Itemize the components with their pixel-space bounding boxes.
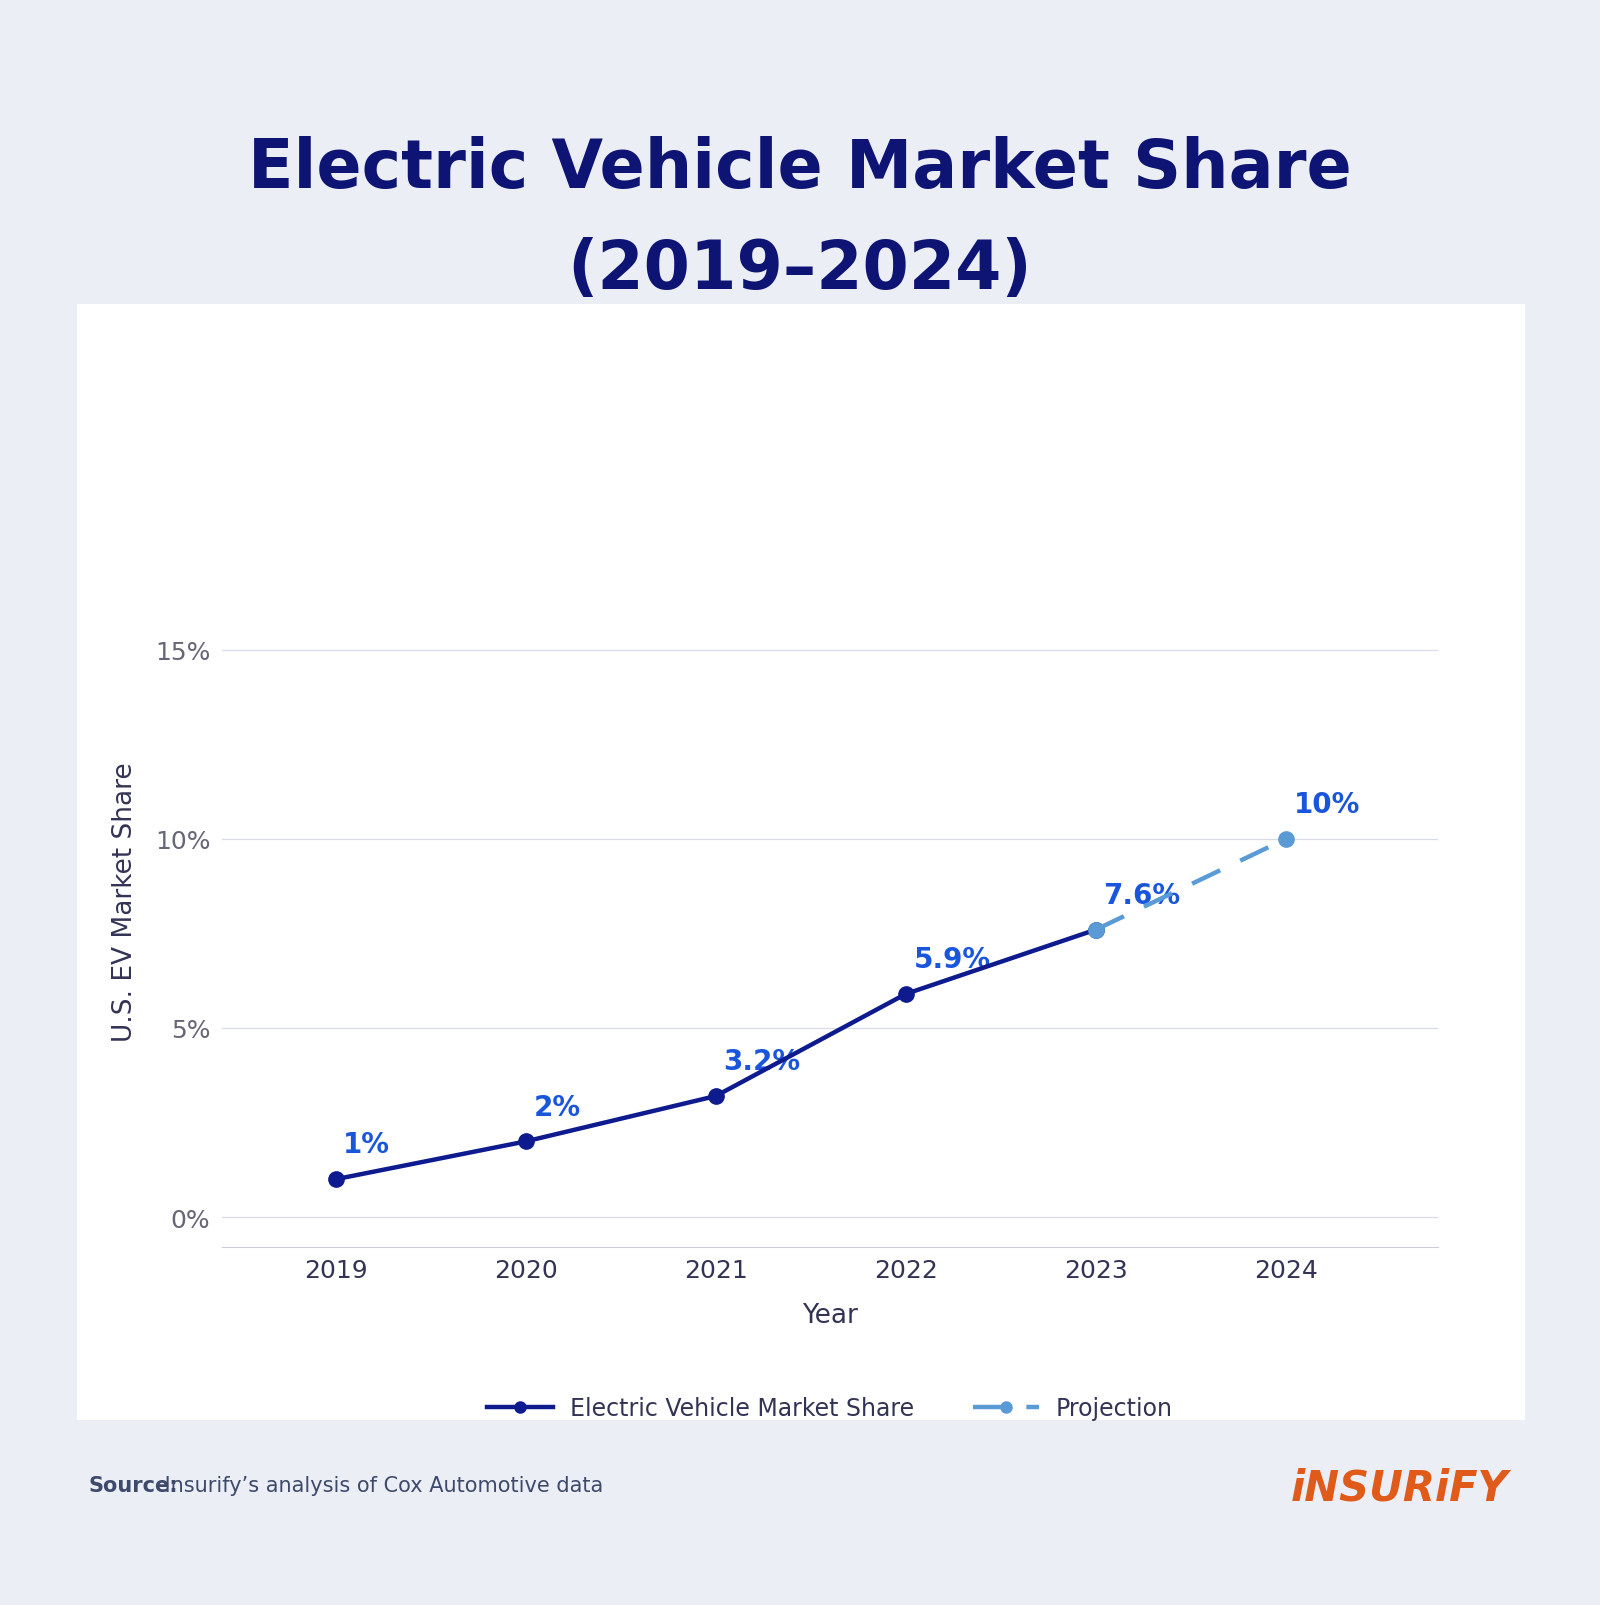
Text: 5.9%: 5.9% (914, 945, 990, 974)
Text: Source:: Source: (88, 1475, 178, 1494)
Text: (2019–2024): (2019–2024) (568, 236, 1032, 303)
FancyBboxPatch shape (62, 294, 1539, 1432)
Text: 3.2%: 3.2% (723, 1048, 800, 1075)
Text: 7.6%: 7.6% (1104, 881, 1181, 910)
Text: Insurify’s analysis of Cox Automotive data: Insurify’s analysis of Cox Automotive da… (158, 1475, 603, 1494)
Text: 1%: 1% (344, 1132, 390, 1159)
Text: 2%: 2% (533, 1093, 581, 1120)
Text: Electric Vehicle Market Share: Electric Vehicle Market Share (248, 135, 1352, 202)
Text: 10%: 10% (1293, 791, 1360, 819)
Text: iNSURiFY: iNSURiFY (1291, 1467, 1509, 1509)
Legend: Electric Vehicle Market Share, Projection: Electric Vehicle Market Share, Projectio… (478, 1387, 1182, 1430)
X-axis label: Year: Year (802, 1302, 858, 1327)
Y-axis label: U.S. EV Market Share: U.S. EV Market Share (112, 762, 138, 1042)
